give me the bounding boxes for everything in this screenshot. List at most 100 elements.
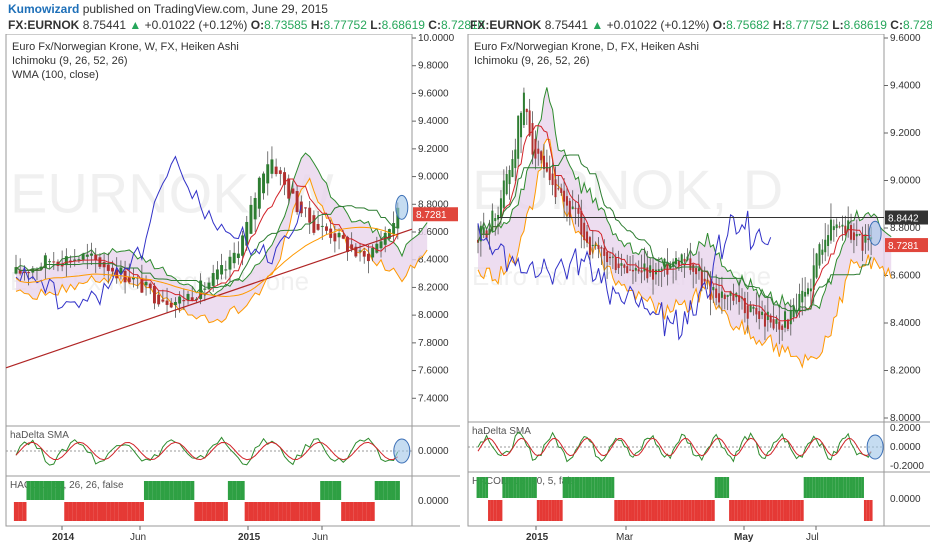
price-tick-label: 9.2000 <box>890 128 921 139</box>
hacolt-down-bar <box>345 502 350 521</box>
candle-body <box>663 258 666 270</box>
candle-body <box>39 266 43 270</box>
hacolt-down-bar <box>135 502 140 521</box>
hacolt-up-bar <box>723 477 727 498</box>
candle-body <box>505 174 508 195</box>
hacolt-up-bar <box>861 477 864 498</box>
candle-body <box>534 138 537 159</box>
candle-body <box>715 288 718 298</box>
candle-body <box>804 291 807 297</box>
hacolt-up-bar <box>30 481 35 500</box>
hacolt-down-bar <box>663 500 666 521</box>
symbol[interactable]: FX:EURNOK <box>8 18 80 32</box>
candle-body <box>236 253 240 259</box>
candle-body <box>838 226 841 228</box>
candle-body <box>211 273 215 286</box>
weekly-chart[interactable]: EURNOK, WEuro Fx/Norwegian Krone10.00009… <box>0 34 466 550</box>
hacolt-down-bar <box>299 502 304 521</box>
hacolt-up-bar <box>508 477 511 498</box>
hacolt-up-bar <box>328 481 333 500</box>
hacolt-up-bar <box>240 481 245 500</box>
hacolt-down-bar <box>792 500 796 521</box>
candle-body <box>253 198 257 220</box>
hacolt-down-bar <box>697 500 701 521</box>
hacolt-down-bar <box>110 502 115 521</box>
highlight-ellipse <box>395 194 409 220</box>
sub1-label: haDelta SMA <box>10 430 69 441</box>
legend-line: Euro Fx/Norwegian Krone, D, FX, Heiken A… <box>474 41 699 53</box>
candle-body <box>479 225 482 242</box>
candle-body <box>686 256 689 261</box>
last-price: 8.75441 <box>82 18 127 32</box>
high-label: H: <box>772 18 786 32</box>
symbol[interactable]: FX:EURNOK <box>470 18 542 32</box>
open-label: O: <box>712 18 727 32</box>
candle-body <box>27 272 31 274</box>
candle-body <box>132 277 135 280</box>
kijun-sen-line <box>15 205 398 288</box>
candle-body <box>789 309 792 325</box>
hacolt-down-bar <box>688 500 692 521</box>
hacolt-down-bar <box>637 500 641 521</box>
candle-body <box>603 247 606 256</box>
hacolt-down-bar <box>353 502 358 521</box>
candle-body <box>749 305 752 313</box>
hacolt-down-bar <box>749 500 753 521</box>
candle-body <box>77 259 81 261</box>
highlight-ellipse <box>868 220 882 246</box>
hacolt-down-bar <box>18 502 23 521</box>
candle-body <box>861 234 864 251</box>
legend-line: WMA (100, close) <box>12 69 99 81</box>
hacolt-down-bar <box>769 500 773 521</box>
hacolt-up-bar <box>156 481 161 500</box>
price-tick-label: 8.2000 <box>890 366 921 377</box>
candle-body <box>320 225 324 227</box>
candle-body <box>824 239 827 253</box>
candle-body <box>291 188 295 194</box>
hacolt-down-bar <box>13 502 19 521</box>
candle-body <box>18 270 22 274</box>
hacolt-down-bar <box>357 502 363 521</box>
hacolt-up-bar <box>809 477 813 498</box>
hacolt-down-bar <box>551 500 555 521</box>
candle-body <box>325 226 328 231</box>
wma-line <box>15 226 398 298</box>
legend-line: Euro Fx/Norwegian Krone, W, FX, Heiken A… <box>12 41 239 53</box>
price-tick-label: 8.0000 <box>418 310 449 321</box>
hacolt-down-bar <box>223 502 228 521</box>
hacolt-up-bar <box>383 481 388 500</box>
hacolt-down-bar <box>211 502 216 521</box>
hacolt-up-bar <box>391 481 396 500</box>
candle-body <box>815 253 818 278</box>
candle-body <box>847 220 850 230</box>
hacolt-up-bar <box>374 481 379 500</box>
sub1-label: haDelta SMA <box>472 426 531 437</box>
hacolt-down-bar <box>131 502 136 521</box>
sub2-axis-label: 0.0000 <box>418 496 449 507</box>
candle-body <box>583 222 586 241</box>
candle-body <box>769 315 772 323</box>
hacolt-up-bar <box>838 477 841 498</box>
price-tick-label: 9.8000 <box>418 61 449 72</box>
hacolt-up-bar <box>39 481 44 500</box>
up-arrow-icon: ▲ <box>591 18 604 32</box>
candle-body <box>337 232 341 238</box>
hacolt-up-bar <box>320 481 325 500</box>
candle-body <box>531 123 534 155</box>
hacolt-down-bar <box>72 502 77 521</box>
hacolt-up-bar <box>525 477 529 498</box>
author-link[interactable]: Kumowizard <box>8 2 80 16</box>
hacolt-up-bar <box>826 477 830 498</box>
time-tick-label: Jun <box>312 532 328 543</box>
candle-body <box>537 148 540 154</box>
candle-body <box>85 254 89 257</box>
hacolt-down-bar <box>248 502 254 521</box>
candle-body <box>60 263 64 267</box>
candle-body <box>287 178 291 199</box>
hacolt-up-bar <box>597 477 600 498</box>
candle-body <box>812 265 815 290</box>
hacolt-down-bar <box>648 500 652 521</box>
candle-body <box>354 246 358 257</box>
price-tick-label: 8.8000 <box>418 199 449 210</box>
